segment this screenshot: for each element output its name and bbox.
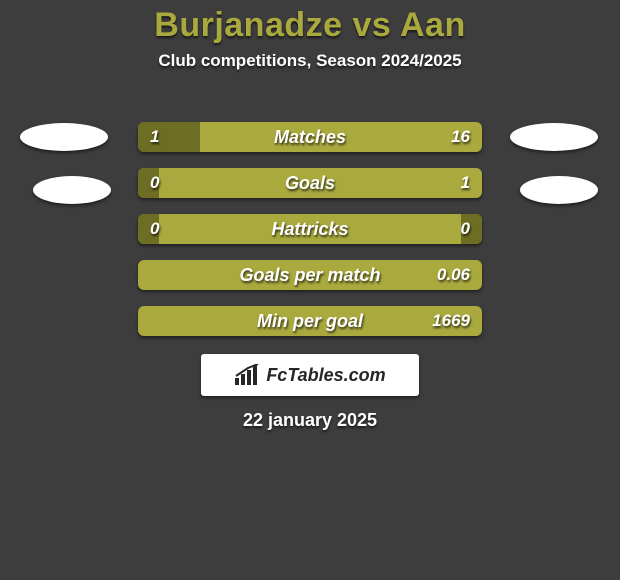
stat-bar-fill-left	[138, 168, 159, 198]
stat-bar-track	[138, 214, 482, 244]
stat-bar-track	[138, 306, 482, 336]
player-a-name: Burjanadze	[154, 6, 342, 44]
stat-rows: Matches116Goals01Hattricks00Goals per ma…	[0, 120, 620, 350]
vs-separator: vs	[343, 6, 400, 44]
brand-text: FcTables.com	[266, 365, 385, 386]
stat-bar-track	[138, 168, 482, 198]
stat-row: Goals per match0.06	[0, 258, 620, 304]
stat-bar-fill-left	[138, 214, 159, 244]
brand-badge: FcTables.com	[201, 354, 419, 396]
team-logo-placeholder	[20, 123, 108, 151]
team-logo-placeholder	[510, 123, 598, 151]
stat-bar-track	[138, 260, 482, 290]
stat-row: Hattricks00	[0, 212, 620, 258]
player-b-name: Aan	[400, 6, 466, 44]
subtitle: Club competitions, Season 2024/2025	[0, 51, 620, 71]
stat-bar-fill-right	[461, 214, 482, 244]
comparison-infographic: Burjanadze vs Aan Club competitions, Sea…	[0, 0, 620, 580]
date-label: 22 january 2025	[0, 410, 620, 431]
stat-bar-track	[138, 122, 482, 152]
page-title: Burjanadze vs Aan	[0, 0, 620, 45]
bar-chart-icon	[234, 364, 260, 386]
stat-bar-fill-left	[138, 122, 200, 152]
stat-row: Min per goal1669	[0, 304, 620, 350]
team-logo-placeholder	[520, 176, 598, 204]
team-logo-placeholder	[33, 176, 111, 204]
